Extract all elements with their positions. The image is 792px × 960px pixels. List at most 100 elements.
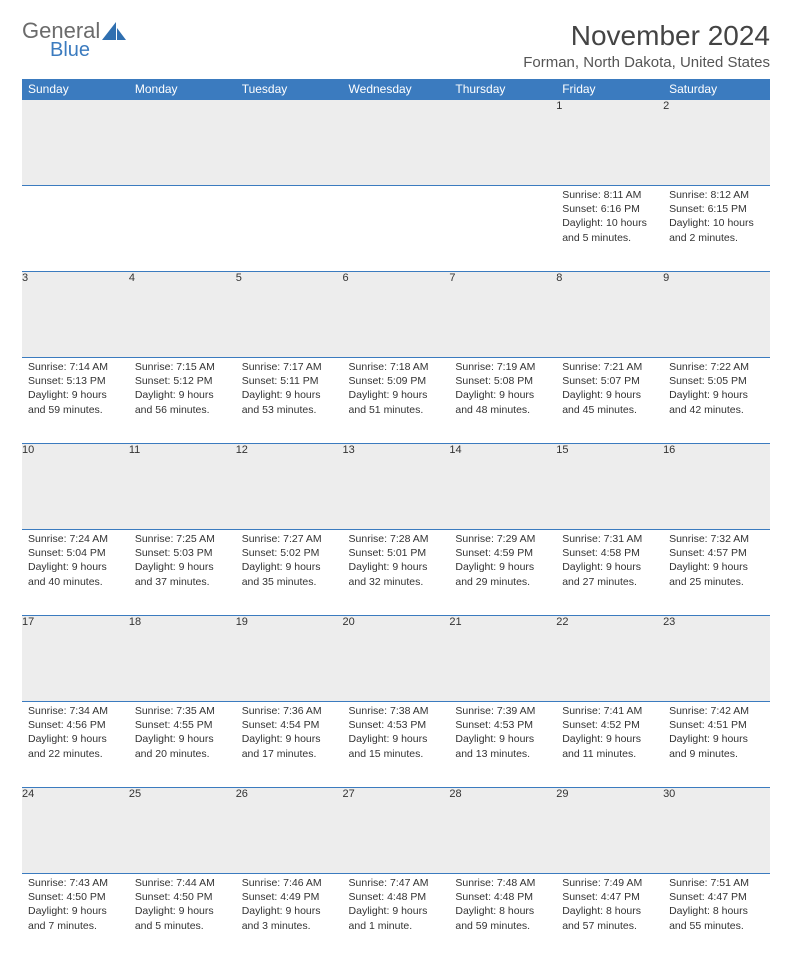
daylight-line: Daylight: 9 hours and 27 minutes. bbox=[562, 560, 657, 588]
day-cell: Sunrise: 7:32 AMSunset: 4:57 PMDaylight:… bbox=[663, 530, 770, 616]
day-cell: Sunrise: 7:39 AMSunset: 4:53 PMDaylight:… bbox=[449, 702, 556, 788]
day-number-cell: 17 bbox=[22, 616, 129, 702]
day-cell: Sunrise: 7:17 AMSunset: 5:11 PMDaylight:… bbox=[236, 358, 343, 444]
day-cell-body: Sunrise: 7:34 AMSunset: 4:56 PMDaylight:… bbox=[22, 702, 129, 765]
title-block: November 2024 Forman, North Dakota, Unit… bbox=[523, 20, 770, 71]
daylight-line: Daylight: 9 hours and 53 minutes. bbox=[242, 388, 337, 416]
header: General Blue November 2024 Forman, North… bbox=[22, 20, 770, 71]
sunset-line: Sunset: 4:47 PM bbox=[562, 890, 657, 904]
sunrise-line: Sunrise: 8:12 AM bbox=[669, 188, 764, 202]
sunset-line: Sunset: 4:57 PM bbox=[669, 546, 764, 560]
sunset-line: Sunset: 4:53 PM bbox=[349, 718, 444, 732]
sunset-line: Sunset: 4:48 PM bbox=[455, 890, 550, 904]
daylight-line: Daylight: 9 hours and 13 minutes. bbox=[455, 732, 550, 760]
daylight-line: Daylight: 9 hours and 22 minutes. bbox=[28, 732, 123, 760]
day-cell-body: Sunrise: 7:24 AMSunset: 5:04 PMDaylight:… bbox=[22, 530, 129, 593]
sunset-line: Sunset: 4:55 PM bbox=[135, 718, 230, 732]
week-daynum-row: 24252627282930 bbox=[22, 788, 770, 874]
sunset-line: Sunset: 6:15 PM bbox=[669, 202, 764, 216]
sunset-line: Sunset: 4:58 PM bbox=[562, 546, 657, 560]
day-number-cell: 15 bbox=[556, 444, 663, 530]
calendar-page: General Blue November 2024 Forman, North… bbox=[0, 0, 792, 960]
sunset-line: Sunset: 4:52 PM bbox=[562, 718, 657, 732]
day-number-cell: 30 bbox=[663, 788, 770, 874]
sunrise-line: Sunrise: 7:22 AM bbox=[669, 360, 764, 374]
daylight-line: Daylight: 9 hours and 15 minutes. bbox=[349, 732, 444, 760]
day-cell-body: Sunrise: 7:32 AMSunset: 4:57 PMDaylight:… bbox=[663, 530, 770, 593]
day-cell-body: Sunrise: 7:15 AMSunset: 5:12 PMDaylight:… bbox=[129, 358, 236, 421]
sunset-line: Sunset: 5:07 PM bbox=[562, 374, 657, 388]
day-cell bbox=[22, 186, 129, 272]
day-number-cell: 13 bbox=[343, 444, 450, 530]
day-cell bbox=[449, 186, 556, 272]
day-cell-body: Sunrise: 7:19 AMSunset: 5:08 PMDaylight:… bbox=[449, 358, 556, 421]
sunrise-line: Sunrise: 7:41 AM bbox=[562, 704, 657, 718]
sunset-line: Sunset: 4:47 PM bbox=[669, 890, 764, 904]
sunrise-line: Sunrise: 7:43 AM bbox=[28, 876, 123, 890]
day-number-cell: 29 bbox=[556, 788, 663, 874]
day-number-cell bbox=[343, 100, 450, 186]
day-cell-body: Sunrise: 7:29 AMSunset: 4:59 PMDaylight:… bbox=[449, 530, 556, 593]
sunrise-line: Sunrise: 7:36 AM bbox=[242, 704, 337, 718]
day-cell: Sunrise: 7:49 AMSunset: 4:47 PMDaylight:… bbox=[556, 874, 663, 960]
sunrise-line: Sunrise: 7:14 AM bbox=[28, 360, 123, 374]
sunset-line: Sunset: 4:54 PM bbox=[242, 718, 337, 732]
weekday-header: Monday bbox=[129, 79, 236, 100]
day-cell-body: Sunrise: 7:14 AMSunset: 5:13 PMDaylight:… bbox=[22, 358, 129, 421]
week-daynum-row: 3456789 bbox=[22, 272, 770, 358]
day-number-cell: 14 bbox=[449, 444, 556, 530]
day-cell: Sunrise: 7:29 AMSunset: 4:59 PMDaylight:… bbox=[449, 530, 556, 616]
sunset-line: Sunset: 5:01 PM bbox=[349, 546, 444, 560]
day-cell: Sunrise: 7:18 AMSunset: 5:09 PMDaylight:… bbox=[343, 358, 450, 444]
sunrise-line: Sunrise: 7:27 AM bbox=[242, 532, 337, 546]
day-number-cell: 25 bbox=[129, 788, 236, 874]
daylight-line: Daylight: 8 hours and 57 minutes. bbox=[562, 904, 657, 932]
logo-word-blue: Blue bbox=[50, 40, 100, 60]
day-cell: Sunrise: 7:48 AMSunset: 4:48 PMDaylight:… bbox=[449, 874, 556, 960]
day-number-cell: 28 bbox=[449, 788, 556, 874]
sunset-line: Sunset: 5:09 PM bbox=[349, 374, 444, 388]
week-body-row: Sunrise: 7:34 AMSunset: 4:56 PMDaylight:… bbox=[22, 702, 770, 788]
sunrise-line: Sunrise: 7:19 AM bbox=[455, 360, 550, 374]
daylight-line: Daylight: 9 hours and 48 minutes. bbox=[455, 388, 550, 416]
day-cell: Sunrise: 7:24 AMSunset: 5:04 PMDaylight:… bbox=[22, 530, 129, 616]
day-cell-body: Sunrise: 7:36 AMSunset: 4:54 PMDaylight:… bbox=[236, 702, 343, 765]
daylight-line: Daylight: 9 hours and 20 minutes. bbox=[135, 732, 230, 760]
daylight-line: Daylight: 9 hours and 45 minutes. bbox=[562, 388, 657, 416]
daylight-line: Daylight: 9 hours and 40 minutes. bbox=[28, 560, 123, 588]
sunset-line: Sunset: 4:56 PM bbox=[28, 718, 123, 732]
day-cell: Sunrise: 7:46 AMSunset: 4:49 PMDaylight:… bbox=[236, 874, 343, 960]
sunset-line: Sunset: 5:13 PM bbox=[28, 374, 123, 388]
sunrise-line: Sunrise: 7:24 AM bbox=[28, 532, 123, 546]
day-cell: Sunrise: 7:36 AMSunset: 4:54 PMDaylight:… bbox=[236, 702, 343, 788]
day-number-cell bbox=[449, 100, 556, 186]
sunrise-line: Sunrise: 7:35 AM bbox=[135, 704, 230, 718]
day-number-cell: 22 bbox=[556, 616, 663, 702]
sunrise-line: Sunrise: 7:44 AM bbox=[135, 876, 230, 890]
sunset-line: Sunset: 5:04 PM bbox=[28, 546, 123, 560]
daylight-line: Daylight: 9 hours and 32 minutes. bbox=[349, 560, 444, 588]
daylight-line: Daylight: 9 hours and 25 minutes. bbox=[669, 560, 764, 588]
day-number-cell bbox=[129, 100, 236, 186]
daylight-line: Daylight: 9 hours and 59 minutes. bbox=[28, 388, 123, 416]
week-daynum-row: 10111213141516 bbox=[22, 444, 770, 530]
day-cell-body: Sunrise: 8:12 AMSunset: 6:15 PMDaylight:… bbox=[663, 186, 770, 249]
day-cell: Sunrise: 7:21 AMSunset: 5:07 PMDaylight:… bbox=[556, 358, 663, 444]
daylight-line: Daylight: 9 hours and 56 minutes. bbox=[135, 388, 230, 416]
day-cell-body: Sunrise: 7:41 AMSunset: 4:52 PMDaylight:… bbox=[556, 702, 663, 765]
sunset-line: Sunset: 5:03 PM bbox=[135, 546, 230, 560]
day-cell-body: Sunrise: 7:21 AMSunset: 5:07 PMDaylight:… bbox=[556, 358, 663, 421]
day-number-cell: 10 bbox=[22, 444, 129, 530]
day-cell-body: Sunrise: 7:38 AMSunset: 4:53 PMDaylight:… bbox=[343, 702, 450, 765]
day-cell-body: Sunrise: 8:11 AMSunset: 6:16 PMDaylight:… bbox=[556, 186, 663, 249]
day-number-cell: 9 bbox=[663, 272, 770, 358]
sunset-line: Sunset: 5:11 PM bbox=[242, 374, 337, 388]
day-number-cell: 20 bbox=[343, 616, 450, 702]
day-cell-body: Sunrise: 7:28 AMSunset: 5:01 PMDaylight:… bbox=[343, 530, 450, 593]
day-number-cell bbox=[236, 100, 343, 186]
day-cell: Sunrise: 8:11 AMSunset: 6:16 PMDaylight:… bbox=[556, 186, 663, 272]
sunset-line: Sunset: 4:53 PM bbox=[455, 718, 550, 732]
day-cell-body: Sunrise: 7:43 AMSunset: 4:50 PMDaylight:… bbox=[22, 874, 129, 937]
daylight-line: Daylight: 9 hours and 42 minutes. bbox=[669, 388, 764, 416]
sunset-line: Sunset: 4:50 PM bbox=[28, 890, 123, 904]
